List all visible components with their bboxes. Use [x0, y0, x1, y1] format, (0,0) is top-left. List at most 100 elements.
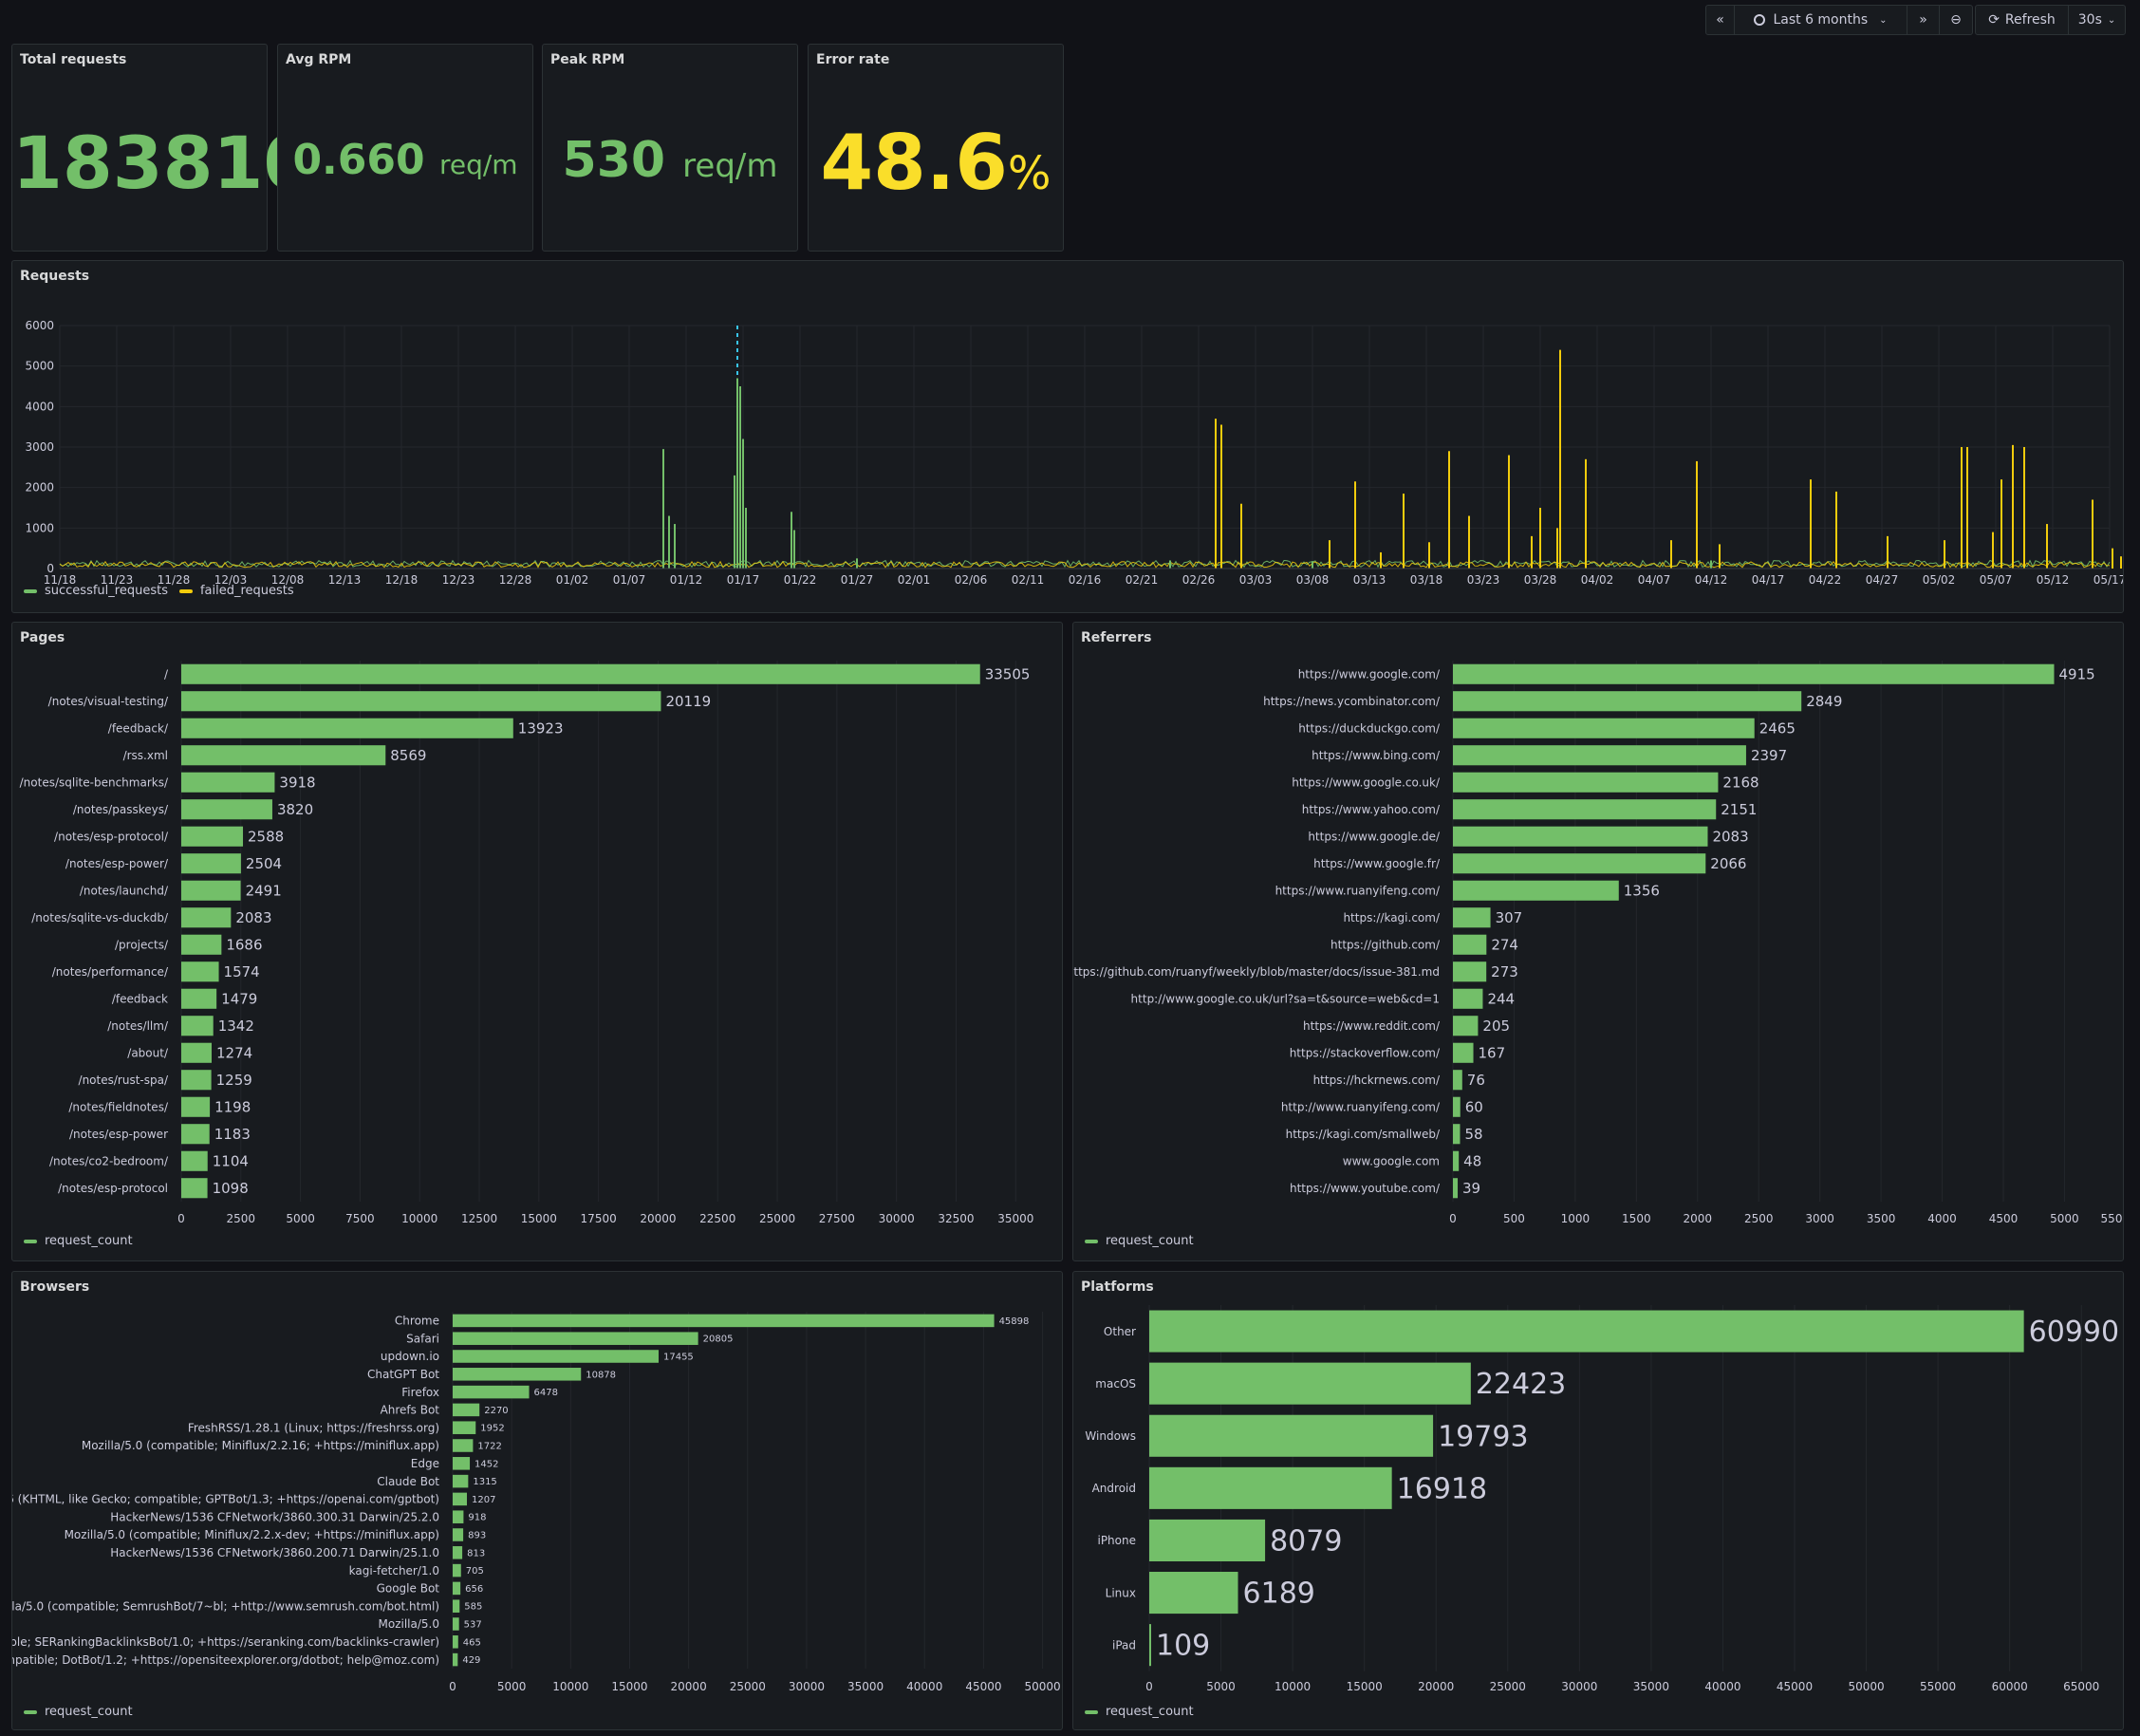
legend-item[interactable]: request_count [1106, 1705, 1194, 1719]
category-label: /notes/rust-spa/ [79, 1073, 169, 1087]
x-tick-label: 25000 [730, 1680, 766, 1693]
x-tick-label: 01/27 [841, 573, 874, 587]
legend-item[interactable]: request_count [1106, 1234, 1194, 1248]
x-tick-label: 20000 [671, 1680, 707, 1693]
x-tick-label: 35000 [1633, 1680, 1669, 1693]
x-tick-label: 05/07 [1980, 573, 2013, 587]
category-label: FreshRSS/1.28.1 (Linux; https://freshrss… [188, 1421, 439, 1434]
bar [1149, 1572, 1238, 1615]
category-label: /feedback/ [108, 721, 169, 735]
category-label: /feedback [112, 992, 168, 1005]
stat-unit: % [1007, 147, 1051, 200]
panel-title: Avg RPM [286, 52, 352, 67]
x-tick-label: 12/03 [214, 573, 248, 587]
category-label: HackerNews/1536 CFNetwork/3860.200.71 Da… [110, 1546, 439, 1559]
bar [1453, 1070, 1462, 1091]
data-label: 893 [468, 1531, 486, 1541]
category-label: Mozilla/5.0 (compatible; Miniflux/2.2.x-… [65, 1528, 439, 1541]
legend-item[interactable]: request_count [45, 1234, 133, 1248]
data-label: 429 [462, 1655, 480, 1666]
data-label: 1356 [1624, 883, 1660, 900]
x-tick-label: 11/18 [44, 573, 77, 587]
data-label: 6189 [1243, 1577, 1315, 1611]
category-label: ChatGPT Bot [367, 1368, 439, 1381]
x-tick-label: 500 [1503, 1212, 1525, 1225]
data-label: 205 [1482, 1017, 1510, 1035]
stat-value: 0.660 req/m [278, 136, 532, 184]
refresh-interval-picker[interactable]: 30s ⌄ [2069, 6, 2125, 34]
bar [453, 1510, 464, 1523]
bar [1453, 1016, 1479, 1036]
category-label: https://kagi.com/ [1343, 911, 1441, 924]
category-label: /notes/esp-power [69, 1128, 168, 1141]
refresh-label: Refresh [2004, 12, 2056, 28]
bar [181, 880, 241, 901]
bar [453, 1368, 582, 1381]
data-label: 1104 [213, 1153, 249, 1170]
data-label: 2168 [1722, 775, 1759, 792]
bar [453, 1332, 698, 1345]
x-tick-label: 550 [2101, 1212, 2123, 1225]
y-tick-label: 4000 [25, 400, 54, 413]
panel-title: Total requests [20, 52, 127, 67]
zoom-out-button[interactable]: ⊖ [1940, 6, 1972, 34]
category-label: https://www.reddit.com/ [1303, 1019, 1441, 1033]
bar [453, 1599, 460, 1613]
x-tick-label: 50000 [1848, 1680, 1884, 1693]
time-picker-button[interactable]: Last 6 months ⌄ [1735, 6, 1907, 34]
pages-bar-chart: 0 2500 5000 7500 10000 12500 15000 17500 20000 22… [20, 661, 1033, 1225]
x-tick-label: 55000 [1920, 1680, 1956, 1693]
bar [453, 1421, 476, 1434]
chart-legend: request_count [1085, 1705, 1194, 1719]
bar [1453, 772, 1719, 793]
time-range-controls: « Last 6 months ⌄ » ⊖ [1705, 5, 1973, 35]
x-tick-label: 05/02 [1923, 573, 1956, 587]
bar [181, 1016, 214, 1036]
stat-panel-error-rate: Error rate 48.6% [808, 44, 1064, 252]
time-range-label: Last 6 months [1773, 12, 1869, 28]
x-tick-label: 30000 [879, 1212, 915, 1225]
bar [1453, 745, 1746, 766]
x-tick-label: 02/16 [1069, 573, 1102, 587]
data-label: 48 [1463, 1153, 1481, 1170]
time-shift-back-button[interactable]: « [1706, 6, 1735, 34]
category-label: /about/ [127, 1046, 169, 1059]
x-tick-label: 15000 [1347, 1680, 1383, 1693]
requests-chart[interactable]: 11/18 11/23 11/28 12/03 12/08 12/13 12/18 12/23… [12, 280, 2123, 598]
x-tick-label: 0 [449, 1680, 456, 1693]
x-tick-label: 2000 [1684, 1212, 1713, 1225]
category-label: /notes/passkeys/ [73, 803, 169, 816]
legend-item-successful[interactable]: successful_requests [45, 584, 168, 598]
legend-item-failed[interactable]: failed_requests [199, 584, 294, 598]
data-label: 1259 [216, 1072, 252, 1089]
x-tick-label: 02/11 [1012, 573, 1045, 587]
y-tick-label: 6000 [25, 319, 54, 332]
category-label: /notes/fieldnotes/ [68, 1100, 169, 1113]
chart-legend: request_count [24, 1705, 133, 1719]
data-label: 167 [1479, 1045, 1506, 1062]
bar [181, 663, 980, 684]
x-tick-label: 10000 [552, 1680, 588, 1693]
category-label: https://github.com/ [1331, 938, 1441, 951]
x-tick-label: 05/12 [2037, 573, 2070, 587]
bar [1453, 1042, 1474, 1063]
category-label: iPhone [1097, 1534, 1136, 1547]
refresh-button[interactable]: ⟳ Refresh [1976, 6, 2069, 34]
x-tick-label: 22500 [699, 1212, 735, 1225]
bar [453, 1314, 995, 1328]
category-label: https://www.google.com/ [1298, 667, 1441, 681]
bar [1453, 1124, 1461, 1145]
legend-item[interactable]: request_count [45, 1705, 133, 1719]
time-shift-forward-button[interactable]: » [1907, 6, 1940, 34]
x-tick-label: 1000 [1561, 1212, 1591, 1225]
x-tick-label: 03/13 [1353, 573, 1386, 587]
category-label: https://www.google.co.uk/ [1292, 775, 1441, 789]
data-label: 274 [1491, 937, 1518, 954]
x-tick-label: 17500 [581, 1212, 617, 1225]
bar [1453, 1096, 1461, 1117]
data-label: 465 [463, 1637, 481, 1648]
category-label: updown.io [381, 1350, 439, 1363]
x-tick-label: 10000 [401, 1212, 437, 1225]
bar [453, 1403, 480, 1417]
bar [1149, 1414, 1434, 1457]
